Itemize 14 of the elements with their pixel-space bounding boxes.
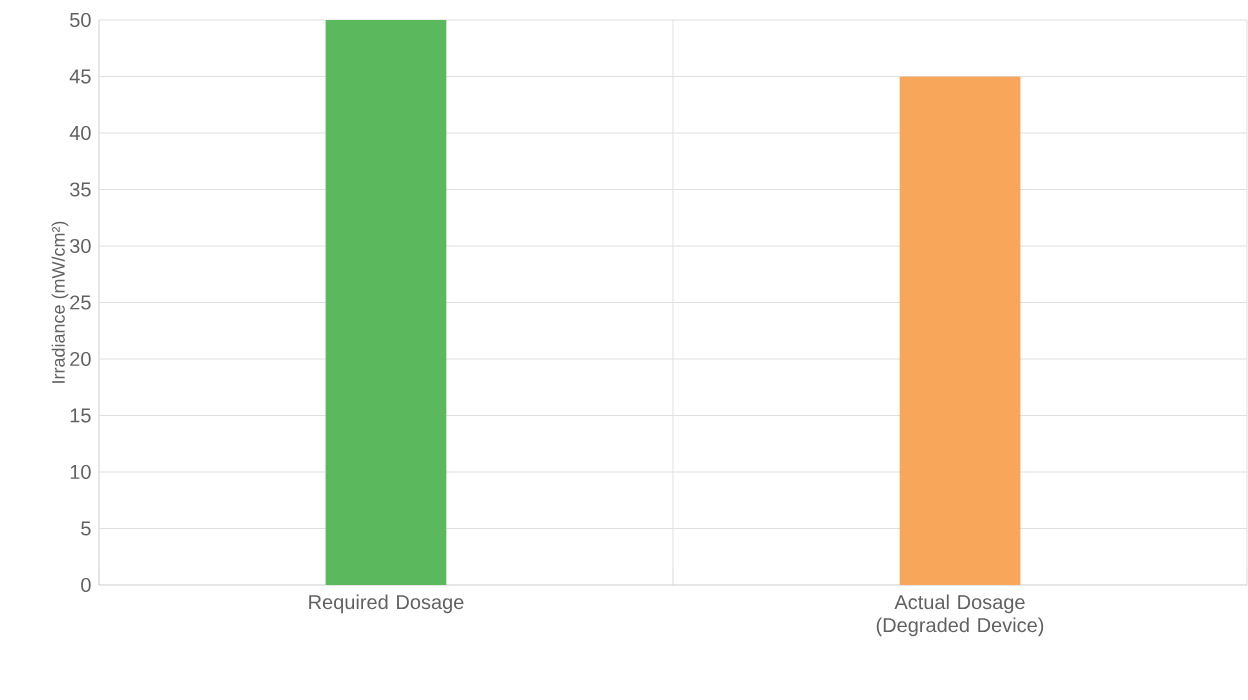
- y-tick-label: 15: [70, 408, 91, 423]
- y-tick-label: 20: [70, 351, 91, 367]
- x-tick-label: Required Dosage: [309, 594, 464, 614]
- y-tick-label: 0: [81, 577, 91, 593]
- y-tick-label: 50: [70, 12, 91, 28]
- y-tick-label: 25: [70, 295, 91, 310]
- x-tick-label: Actual Dosage (Degraded Device): [876, 594, 1044, 637]
- y-tick-label: 40: [69, 125, 91, 141]
- y-tick-label: 30: [70, 238, 91, 254]
- y-tick-label: 45: [69, 69, 91, 84]
- y-tick-label: 35: [70, 182, 91, 197]
- y-axis-title: Irradiance (mW/cm²): [51, 221, 69, 383]
- y-tick-label: 5: [81, 521, 91, 536]
- y-tick-label: 10: [70, 464, 91, 480]
